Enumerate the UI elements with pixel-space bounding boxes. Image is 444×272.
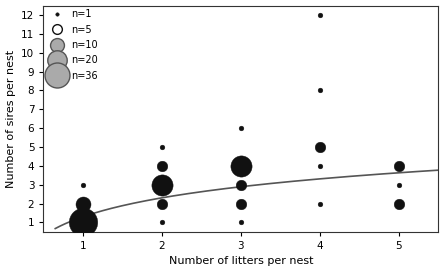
Legend: n=1, n=5, n=10, n=20, n=36: n=1, n=5, n=10, n=20, n=36 bbox=[45, 8, 100, 83]
Point bbox=[396, 201, 403, 206]
Point bbox=[238, 201, 245, 206]
Point bbox=[159, 164, 166, 168]
Point bbox=[159, 201, 166, 206]
Point bbox=[317, 13, 324, 17]
Point bbox=[159, 220, 166, 225]
Point bbox=[238, 183, 245, 187]
Point bbox=[79, 220, 87, 225]
Point bbox=[79, 201, 87, 206]
Point bbox=[317, 145, 324, 149]
Point bbox=[238, 126, 245, 130]
Y-axis label: Number of sires per nest: Number of sires per nest bbox=[6, 50, 16, 188]
Point bbox=[79, 183, 87, 187]
Point bbox=[159, 145, 166, 149]
Point bbox=[317, 88, 324, 92]
Point bbox=[159, 183, 166, 187]
Point bbox=[238, 220, 245, 225]
Point bbox=[238, 164, 245, 168]
Point bbox=[396, 183, 403, 187]
Point bbox=[317, 164, 324, 168]
X-axis label: Number of litters per nest: Number of litters per nest bbox=[169, 256, 313, 267]
Point bbox=[317, 201, 324, 206]
Point bbox=[396, 164, 403, 168]
